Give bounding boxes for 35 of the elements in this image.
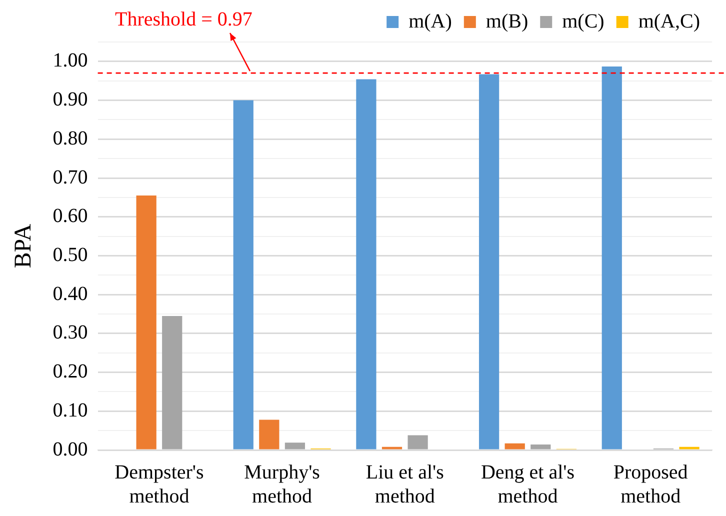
legend-label: m(A)	[408, 10, 452, 32]
bar	[233, 100, 254, 450]
y-tick-label: 0.80	[52, 127, 88, 150]
y-tick-label: 0.40	[52, 282, 88, 305]
y-tick-label: 0.60	[52, 205, 88, 228]
x-tick-label: Deng et al's method	[480, 461, 575, 508]
y-tick-label: 1.00	[52, 50, 88, 72]
legend-label: m(C)	[562, 10, 604, 32]
x-tick-label: Proposed method	[613, 461, 688, 508]
y-tick-label: 0.90	[52, 88, 88, 111]
bar	[136, 195, 156, 450]
x-tick-label: Dempster's method	[114, 461, 204, 508]
bar	[504, 443, 525, 450]
ref-line-label: Threshold = 0.97	[115, 8, 252, 30]
y-tick-label: 0.30	[52, 322, 88, 344]
y-axis-title: BPA	[10, 223, 37, 268]
bar	[530, 444, 551, 450]
bar	[382, 446, 402, 450]
legend-label: m(A,C)	[638, 10, 700, 32]
x-tick-label: Liu et al's method	[366, 461, 444, 508]
bar	[602, 66, 622, 450]
bar	[259, 420, 280, 450]
y-tick-label: 0.70	[52, 166, 88, 188]
bar	[356, 79, 376, 450]
bar	[679, 446, 700, 450]
y-tick-label: 0.20	[52, 360, 88, 383]
bar	[284, 442, 306, 450]
bar	[478, 74, 500, 450]
y-tick-label: 0.10	[52, 399, 88, 422]
y-tick-label: 0.50	[52, 244, 88, 266]
bar	[408, 435, 428, 450]
x-tick-label: Murphy's method	[244, 461, 320, 508]
bar	[162, 316, 182, 450]
legend-label: m(B)	[486, 10, 528, 32]
y-tick-label: 0.00	[52, 438, 88, 460]
